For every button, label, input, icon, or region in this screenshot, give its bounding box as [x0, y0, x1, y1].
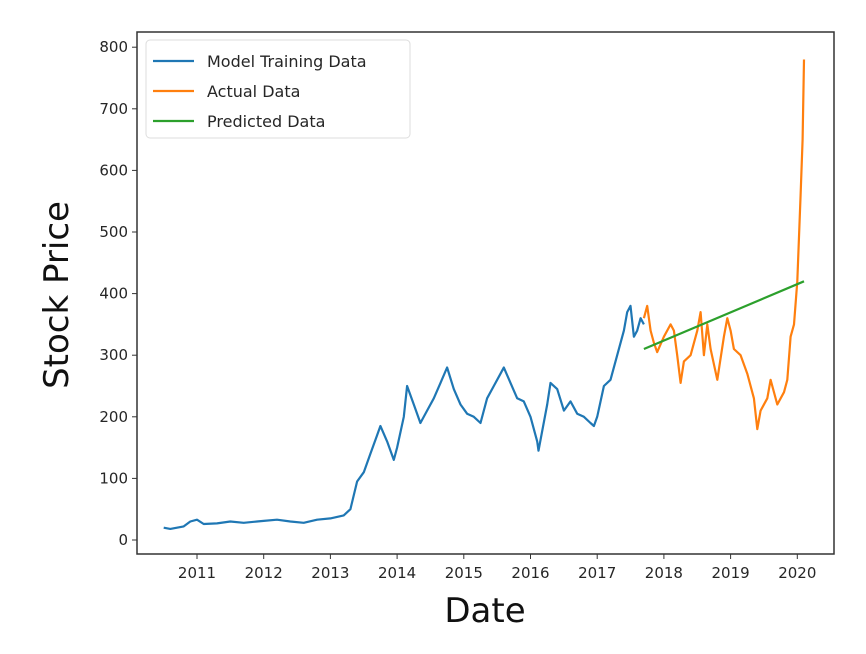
y-axis-label: Stock Price [37, 201, 77, 389]
legend-box [145, 39, 411, 139]
y-tick-label: 600 [99, 161, 128, 179]
y-tick-label: 700 [99, 100, 128, 118]
series-line-actual-data [642, 59, 806, 431]
x-tick-label: 2013 [311, 564, 349, 582]
legend: Model Training Data Actual Data Predicted … [145, 39, 411, 139]
y-tick-label: 800 [99, 38, 128, 56]
series-line-model-training-data [163, 304, 645, 531]
x-tick-label: 2020 [778, 564, 816, 582]
y-tick-label: 400 [99, 285, 128, 303]
y-tick-label: 500 [99, 223, 128, 241]
x-tick-label: 2012 [245, 564, 283, 582]
x-tick-label: 2014 [378, 564, 416, 582]
y-tick-label: 300 [99, 346, 128, 364]
x-tick-label: 2011 [178, 564, 216, 582]
x-tick-label: 2015 [445, 564, 483, 582]
plot-frame [136, 31, 835, 555]
legend-label: Model Training Data [207, 52, 367, 71]
x-tick-label: 2018 [645, 564, 683, 582]
y-tick-label: 0 [118, 531, 128, 549]
legend-label: Predicted Data [207, 112, 325, 131]
series-line-predicted-data [643, 280, 805, 351]
y-tick-label: 100 [99, 469, 128, 487]
x-tick-label: 2017 [578, 564, 616, 582]
y-tick-label: 200 [99, 408, 128, 426]
legend-label: Actual Data [207, 82, 300, 101]
x-tick-label: 2016 [511, 564, 549, 582]
x-axis-label: Date [444, 591, 525, 631]
x-tick-label: 2019 [712, 564, 750, 582]
